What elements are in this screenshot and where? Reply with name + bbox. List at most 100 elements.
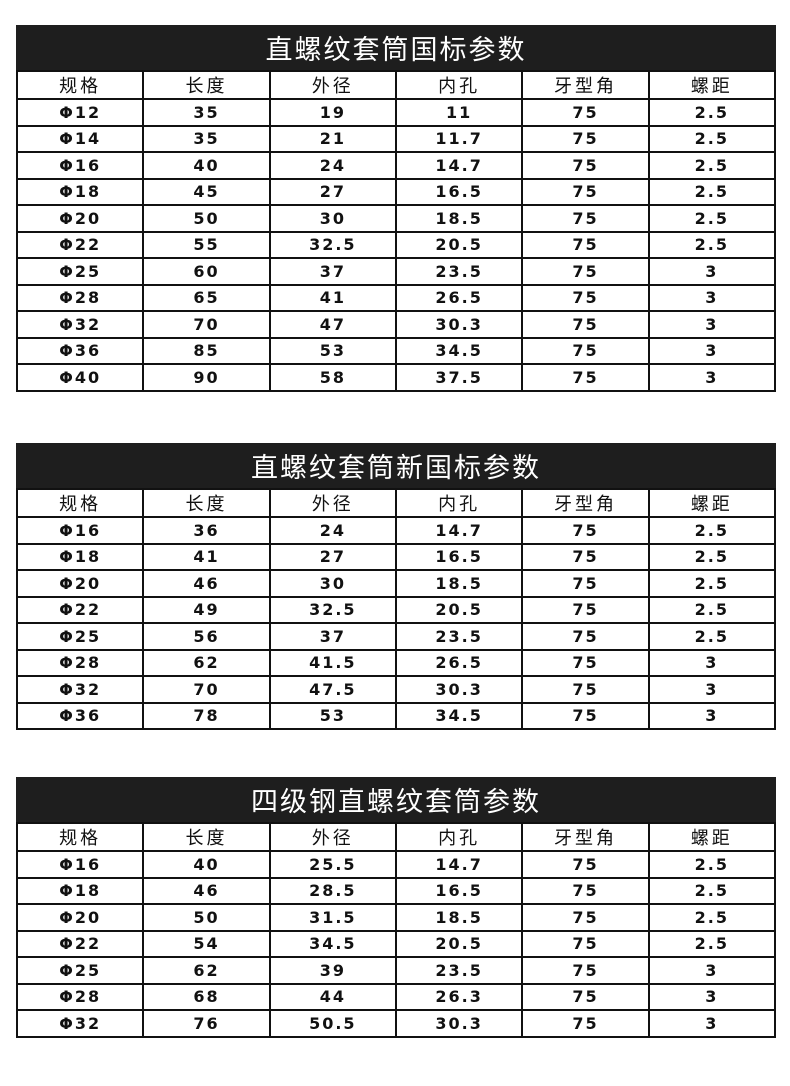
spec-table-new-national-standard: 直螺纹套筒新国标参数 规格 长度 外径 内孔 牙型角 螺距 Φ16 36 24 14.7 75 2.5 Φ…	[15, 443, 777, 730]
table-cell: 76	[142, 1009, 271, 1038]
table-cell: Φ22	[15, 929, 145, 958]
table-cell: 90	[142, 363, 271, 392]
table-row: Φ28 68 44 26.3 75 3	[15, 982, 777, 1011]
table-row: Φ18 46 28.5 16.5 75 2.5	[15, 876, 777, 905]
table-cell: 70	[142, 310, 271, 339]
table-row: Φ18 45 27 16.5 75 2.5	[15, 177, 777, 206]
table-cell: 41	[268, 283, 397, 312]
table-cell: 75	[521, 336, 650, 365]
table-cell: 60	[142, 257, 271, 286]
table-cell: 75	[521, 283, 650, 312]
table-cell: 27	[268, 177, 397, 206]
table-row: Φ36 78 53 34.5 75 3	[15, 701, 777, 730]
table-cell: 75	[521, 701, 650, 730]
table-cell: 75	[521, 648, 650, 677]
table-cell: 75	[521, 876, 650, 905]
table-cell: 19	[268, 98, 397, 127]
table-cell: 18.5	[394, 903, 524, 932]
table-row: Φ20 46 30 18.5 75 2.5	[15, 569, 777, 598]
table-cell: 75	[521, 230, 650, 259]
table-cell: Φ22	[15, 230, 145, 259]
table-cell: 2.5	[647, 929, 777, 958]
table-row: Φ40 90 58 37.5 75 3	[15, 363, 777, 392]
table-cell: 30.3	[394, 675, 524, 704]
table-cell: 2.5	[647, 622, 777, 651]
table-cell: 21	[268, 124, 397, 153]
table-cell: Φ40	[15, 363, 145, 392]
table-cell: 3	[647, 675, 777, 704]
column-header: 外径	[268, 488, 397, 518]
table-cell: 75	[521, 850, 650, 879]
table-title: 四级钢直螺纹套筒参数	[16, 777, 776, 822]
table-cell: 14.7	[394, 850, 524, 879]
column-header: 长度	[142, 822, 271, 852]
table-cell: 2.5	[647, 124, 777, 153]
table-cell: 46	[142, 876, 271, 905]
table-row: Φ16 40 24 14.7 75 2.5	[15, 151, 777, 180]
table-cell: 26.3	[394, 982, 524, 1011]
table-cell: 65	[142, 283, 271, 312]
column-header: 规格	[15, 822, 145, 852]
table-cell: 3	[647, 363, 777, 392]
table-cell: 75	[521, 675, 650, 704]
table-cell: 20.5	[394, 595, 524, 624]
table-cell: 75	[521, 542, 650, 571]
table-cell: 40	[142, 151, 271, 180]
table-row: Φ28 65 41 26.5 75 3	[15, 283, 777, 312]
table-cell: 23.5	[394, 257, 524, 286]
table-cell: 75	[521, 956, 650, 985]
header-row: 规格 长度 外径 内孔 牙型角 螺距	[15, 70, 777, 100]
table-cell: 44	[268, 982, 397, 1011]
table-cell: 75	[521, 982, 650, 1011]
table-cell: 53	[268, 336, 397, 365]
table-row: Φ16 36 24 14.7 75 2.5	[15, 516, 777, 545]
column-header: 螺距	[647, 70, 777, 100]
table-cell: 53	[268, 701, 397, 730]
table-cell: 75	[521, 124, 650, 153]
table-cell: Φ20	[15, 204, 145, 233]
table-cell: 50	[142, 903, 271, 932]
table-cell: 34.5	[394, 701, 524, 730]
table-cell: 18.5	[394, 569, 524, 598]
table-cell: 24	[268, 151, 397, 180]
table-cell: 3	[647, 336, 777, 365]
table-cell: 75	[521, 151, 650, 180]
column-header: 牙型角	[521, 70, 650, 100]
table-cell: 3	[647, 701, 777, 730]
table-cell: Φ25	[15, 622, 145, 651]
table-cell: 54	[142, 929, 271, 958]
table-cell: 56	[142, 622, 271, 651]
table-cell: 25.5	[268, 850, 397, 879]
column-header: 内孔	[394, 822, 524, 852]
table-cell: 75	[521, 622, 650, 651]
table-cell: 30	[268, 204, 397, 233]
table-cell: Φ25	[15, 956, 145, 985]
table-cell: 3	[647, 982, 777, 1011]
table-cell: 75	[521, 595, 650, 624]
table-cell: Φ12	[15, 98, 145, 127]
table-cell: Φ28	[15, 648, 145, 677]
table-row: Φ25 62 39 23.5 75 3	[15, 956, 777, 985]
table-cell: 32.5	[268, 230, 397, 259]
table-cell: 46	[142, 569, 271, 598]
header-row: 规格 长度 外径 内孔 牙型角 螺距	[15, 822, 777, 852]
table-cell: 23.5	[394, 956, 524, 985]
table-cell: Φ36	[15, 336, 145, 365]
table-cell: 16.5	[394, 876, 524, 905]
table-cell: 62	[142, 956, 271, 985]
table-cell: 40	[142, 850, 271, 879]
table-cell: 28.5	[268, 876, 397, 905]
table-cell: 2.5	[647, 876, 777, 905]
table-cell: 20.5	[394, 230, 524, 259]
table-cell: Φ14	[15, 124, 145, 153]
table-cell: 75	[521, 177, 650, 206]
header-row: 规格 长度 外径 内孔 牙型角 螺距	[15, 488, 777, 518]
table-row: Φ18 41 27 16.5 75 2.5	[15, 542, 777, 571]
table-cell: 2.5	[647, 903, 777, 932]
table-cell: 41.5	[268, 648, 397, 677]
column-header: 内孔	[394, 70, 524, 100]
table-row: Φ25 56 37 23.5 75 2.5	[15, 622, 777, 651]
table-cell: 24	[268, 516, 397, 545]
table-cell: 30	[268, 569, 397, 598]
data-table: 规格 长度 外径 内孔 牙型角 螺距 Φ12 35 19 11 75 2.5 Φ14 35 21 11.7 75…	[15, 70, 777, 392]
